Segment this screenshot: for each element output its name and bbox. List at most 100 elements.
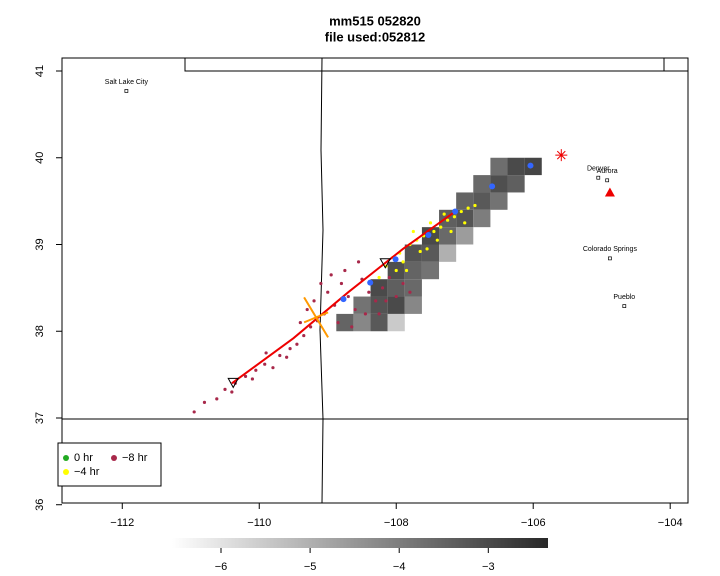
raster-cell [353, 296, 371, 314]
raster-cell [473, 209, 491, 228]
y-tick-label: 40 [34, 152, 46, 164]
x-tick-label: −110 [247, 517, 271, 529]
legend-box [57, 442, 162, 487]
scatter-point [432, 229, 436, 234]
scatter-point [329, 273, 333, 277]
scatter-point [192, 410, 196, 414]
scatter-point [466, 206, 470, 210]
scatter-point [435, 238, 439, 242]
legend-label: 0 hr [74, 452, 93, 464]
center-point [367, 279, 374, 286]
raster-cell [370, 296, 388, 314]
scatter-point [250, 377, 255, 381]
scatter-point [401, 260, 405, 264]
center-point [392, 256, 399, 263]
scatter-point [223, 387, 227, 391]
scatter-point [302, 333, 306, 338]
scatter-point [452, 215, 457, 219]
scatter-point [404, 268, 409, 273]
x-tick-label: −106 [521, 517, 546, 529]
raster-cell [490, 157, 508, 176]
fit-line [231, 210, 456, 385]
city-marker [596, 175, 601, 180]
cross [303, 296, 329, 338]
raster-cell [336, 313, 354, 332]
scatter-point [343, 268, 347, 273]
raster-cell [473, 192, 491, 210]
colorbar-tick-label: −4 [393, 561, 406, 573]
raster-cell [370, 313, 388, 332]
city-label: Denver [587, 166, 610, 173]
triangle-marker [227, 377, 240, 389]
scatter-point [298, 320, 302, 325]
scatter-point [377, 312, 381, 316]
scatter-point [418, 249, 422, 254]
scatter-point [449, 229, 453, 234]
asterisk [555, 149, 568, 162]
legend-label: −4 hr [74, 466, 100, 478]
scatter-point [285, 355, 289, 359]
scatter-point [319, 281, 323, 286]
legend-swatch [63, 455, 69, 461]
scatter-point [394, 268, 398, 273]
colorbar-tick-label: −6 [215, 561, 228, 573]
raster-cell [387, 313, 405, 332]
y-tick-label: 39 [34, 238, 46, 250]
scatter-point [254, 368, 258, 372]
scatter-point [384, 299, 388, 303]
scatter-point [326, 290, 330, 294]
city-marker [124, 89, 129, 93]
y-tick-label: 38 [34, 325, 46, 337]
scatter-point [309, 325, 313, 329]
city-label: Aurora [597, 168, 618, 175]
y-tick-label: 37 [34, 412, 46, 424]
scatter-point [350, 325, 354, 329]
raster-cell [456, 209, 474, 228]
raster-cell [404, 296, 422, 314]
plot-frame [61, 57, 689, 504]
scatter-point [336, 320, 340, 325]
scatter-point [339, 281, 344, 286]
scatter-point [243, 374, 248, 378]
scatter-point [425, 247, 429, 251]
scatter-point [367, 290, 371, 294]
scatter-point [263, 362, 267, 366]
chart-subtitle: file used:052812 [325, 29, 425, 44]
x-tick-label: −112 [110, 517, 134, 529]
city-label: Pueblo [613, 294, 635, 301]
raster-cell [439, 244, 457, 262]
scatter-point [264, 351, 268, 355]
scatter-point [380, 286, 385, 290]
raster-cell [353, 313, 371, 332]
scatter-point [442, 212, 446, 216]
scatter-point [363, 312, 368, 316]
colorbar-tick-label: −5 [304, 561, 317, 573]
raster-cell [421, 261, 440, 280]
scatter-point [411, 229, 415, 234]
city-label: Salt Lake City [105, 79, 149, 86]
legend-swatch [111, 455, 117, 461]
y-tick-label: 41 [34, 65, 46, 77]
scatter-point [463, 221, 467, 225]
raster-cell [507, 157, 525, 176]
city-marker [608, 256, 612, 261]
y-tick-label: 36 [34, 499, 46, 511]
raster-cell [404, 261, 422, 280]
scatter-point [445, 218, 450, 222]
raster-cell [507, 175, 525, 193]
scatter-point [374, 299, 378, 303]
scatter-point [459, 209, 463, 214]
x-tick-label: −104 [658, 517, 683, 529]
scatter-point [288, 346, 292, 351]
boundaries [62, 57, 688, 504]
scatter-point [305, 307, 309, 312]
scatter-point [428, 221, 433, 225]
raster-cell [421, 244, 440, 262]
city-marker [605, 178, 610, 183]
center-point [452, 208, 459, 215]
chart-title: mm515 052820 [329, 13, 421, 28]
scatter-point [215, 397, 219, 401]
scatter-point [353, 307, 357, 312]
raster-cell [404, 244, 422, 262]
raster-cell [439, 227, 457, 245]
